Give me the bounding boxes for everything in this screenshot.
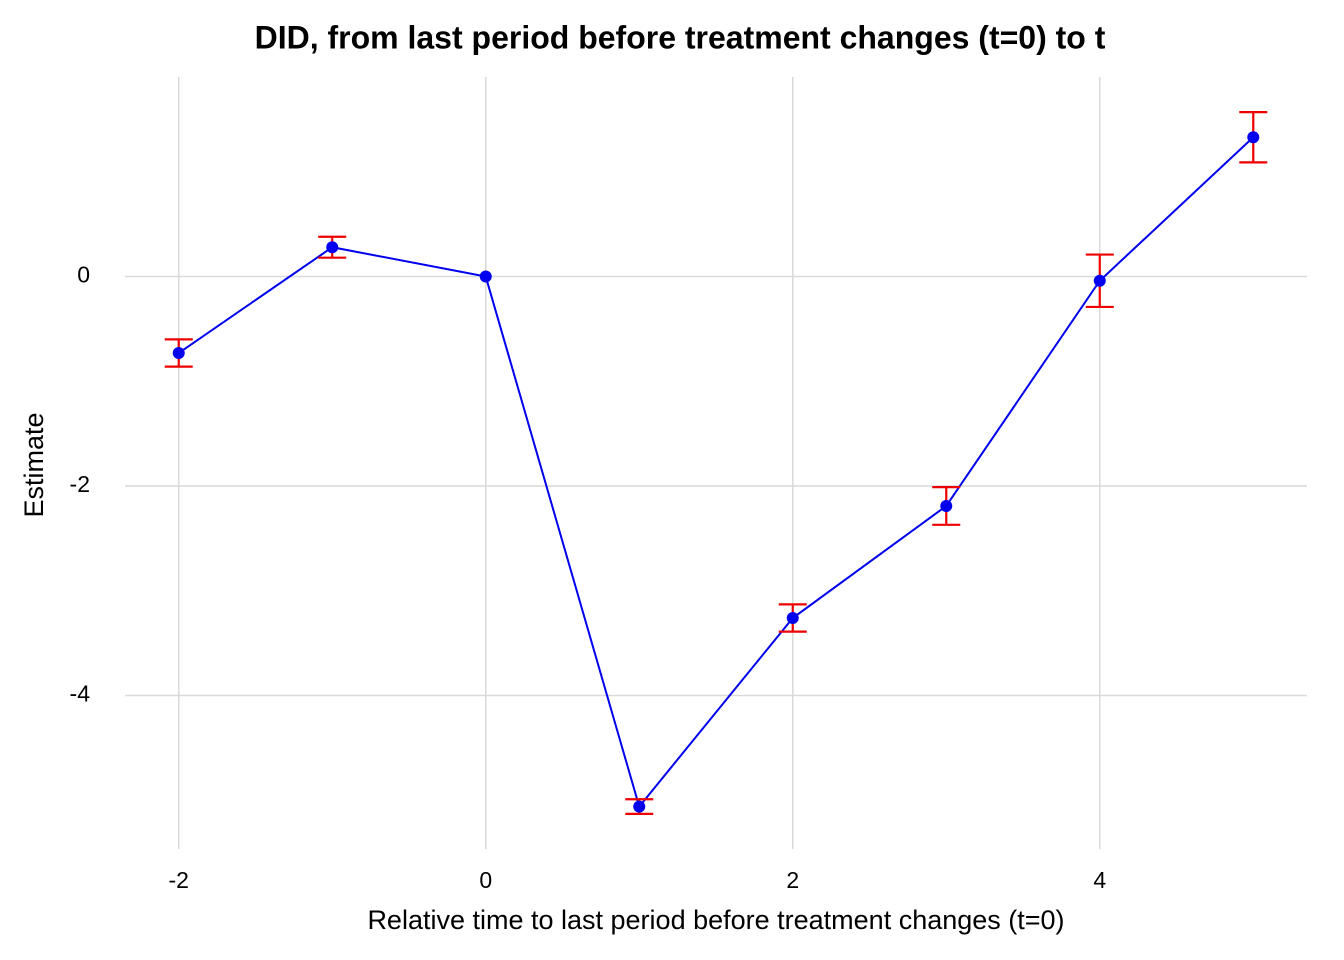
point — [1247, 131, 1260, 144]
x-axis-title: Relative time to last period before trea… — [367, 905, 1064, 935]
y-tick-label: -2 — [70, 471, 90, 497]
x-tick-label: -2 — [169, 867, 189, 893]
chart-title: DID, from last period before treatment c… — [255, 19, 1106, 55]
x-tick-label: 0 — [479, 867, 492, 893]
x-tick-label: 4 — [1093, 867, 1106, 893]
x-tick-label: 2 — [786, 867, 799, 893]
point — [1093, 274, 1106, 287]
point — [479, 270, 492, 283]
point — [940, 499, 953, 512]
point — [633, 800, 646, 813]
point — [786, 612, 799, 625]
point — [172, 347, 185, 360]
y-tick-label: 0 — [77, 262, 90, 288]
y-tick-label: -4 — [70, 681, 91, 707]
point — [326, 241, 339, 254]
y-axis-title: Estimate — [19, 412, 49, 517]
line — [178, 136, 1254, 809]
